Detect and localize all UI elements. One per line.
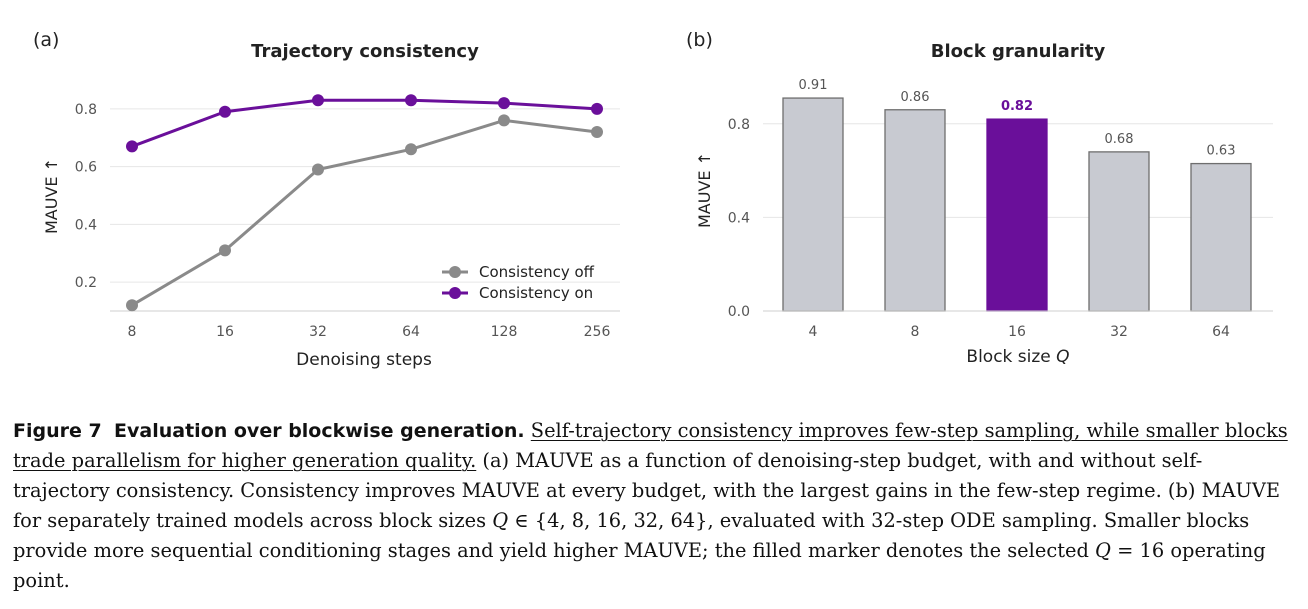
chart-a-point-0-5: [591, 125, 603, 138]
chart-a-x-tick-label: 128: [491, 324, 518, 340]
chart-a-x-tick-label: 64: [402, 324, 420, 340]
chart-a-point-1-3: [405, 94, 417, 107]
chart-a-point-0-0: [126, 299, 138, 312]
chart-b-y-tick-label: 0.8: [728, 117, 750, 133]
chart-a: Trajectory consistency 0.2 0.4 0.6 0.8 8 16 3…: [42, 41, 620, 370]
chart-a-y-tick-label: 0.4: [75, 217, 97, 233]
chart-b-bar-3: [1088, 151, 1150, 312]
chart-b-bar-0: [782, 97, 844, 312]
chart-b-bars: 0.91 0.86 0.82 0.68 0.63: [782, 78, 1252, 312]
figure-caption: Figure 7 Evaluation over blockwise gener…: [13, 416, 1296, 596]
chart-b-x-tick-label: 64: [1212, 324, 1230, 340]
chart-a-point-0-3: [405, 143, 417, 156]
chart-b-value-label-4: 0.63: [1207, 144, 1236, 159]
chart-a-y-tick-label: 0.2: [75, 275, 97, 291]
chart-b-x-tick-label: 16: [1008, 324, 1026, 340]
chart-b-bar-2: [986, 118, 1048, 312]
chart-b-xlabel-var: Q: [1056, 347, 1069, 367]
chart-b-value-label-0: 0.91: [799, 78, 828, 93]
caption-summary: Self-trajectory consistency improves few…: [13, 419, 1288, 472]
chart-a-x-tick-label: 32: [309, 324, 327, 340]
chart-a-legend-marker-1: [449, 287, 461, 299]
chart-a-x-tick-label: 8: [128, 324, 137, 340]
chart-b-y-tick-label: 0.0: [728, 304, 750, 320]
caption-math-eq-var: Q: [1095, 539, 1111, 562]
chart-a-point-1-0: [126, 140, 138, 153]
chart-a-xlabel: Denoising steps: [296, 350, 432, 370]
panel-a-label: (a): [33, 29, 60, 51]
caption-title: Evaluation over blockwise generation.: [114, 420, 525, 442]
chart-a-x-tick-label: 16: [216, 324, 234, 340]
chart-a-title: Trajectory consistency: [251, 41, 479, 62]
chart-a-point-1-4: [498, 97, 510, 110]
chart-a-point-0-4: [498, 114, 510, 127]
chart-b-bar-1: [884, 109, 946, 312]
chart-b-value-label-2: 0.82: [1001, 99, 1033, 114]
chart-b-title: Block granularity: [931, 41, 1106, 62]
chart-b-y-ticks: 0.0 0.4 0.8: [728, 117, 750, 320]
chart-a-legend-label-1: Consistency on: [479, 284, 593, 302]
caption-text-c: operating point.: [13, 539, 1266, 592]
chart-a-legend-marker-0: [449, 266, 461, 278]
chart-a-x-tick-label: 256: [584, 324, 611, 340]
chart-a-point-1-2: [312, 94, 324, 107]
chart-a-legend-label-0: Consistency off: [479, 263, 595, 281]
chart-a-point-1-1: [219, 105, 231, 118]
caption-math-set-var: Q: [492, 509, 509, 532]
figure-charts: Trajectory consistency 0.2 0.4 0.6 0.8 8 16 3…: [42, 41, 1273, 370]
chart-a-series-line-0: [131, 118, 598, 307]
chart-a-y-ticks: 0.2 0.4 0.6 0.8: [75, 102, 97, 291]
chart-b-value-label-3: 0.68: [1105, 132, 1134, 147]
chart-a-x-ticks: 8 16 32 64 128 256: [128, 324, 611, 340]
chart-b: Block granularity 0.0 0.4 0.8 0.91 0.86 0.82…: [695, 41, 1273, 367]
chart-b-ylabel: MAUVE ↑: [695, 152, 714, 228]
chart-b-bar-4: [1190, 162, 1252, 312]
chart-a-ylabel: MAUVE ↑: [42, 158, 61, 234]
caption-math-eq: = 16: [1110, 539, 1165, 562]
chart-a-point-0-2: [312, 163, 324, 176]
chart-a-series: [126, 94, 603, 312]
chart-a-series-line-1: [131, 98, 598, 148]
panel-b-label: (b): [686, 29, 713, 51]
caption-text-a: (a) MAUVE as a function of denoising-ste…: [13, 449, 1280, 532]
chart-a-y-tick-label: 0.6: [75, 160, 97, 176]
chart-b-x-ticks: 4 8 16 32 64: [809, 324, 1230, 340]
chart-a-legend: Consistency off Consistency on: [442, 263, 595, 302]
chart-b-x-tick-label: 8: [911, 324, 920, 340]
chart-b-xlabel: Block size Q: [966, 347, 1069, 367]
chart-a-point-0-1: [219, 244, 231, 257]
caption-figure-label: Figure 7: [13, 420, 102, 442]
chart-a-point-1-5: [591, 102, 603, 115]
caption-math-set: ∈ {4, 8, 16, 32, 64}: [508, 509, 708, 532]
chart-b-value-label-1: 0.86: [901, 90, 930, 105]
chart-b-x-tick-label: 4: [809, 324, 818, 340]
chart-b-xlabel-text: Block size: [966, 347, 1056, 367]
chart-b-x-tick-label: 32: [1110, 324, 1128, 340]
chart-a-y-tick-label: 0.8: [75, 102, 97, 118]
caption-text-b: , evaluated with 32-step ODE sampling. S…: [13, 509, 1250, 562]
chart-a-gridlines: [110, 108, 620, 283]
chart-b-y-tick-label: 0.4: [728, 210, 750, 226]
